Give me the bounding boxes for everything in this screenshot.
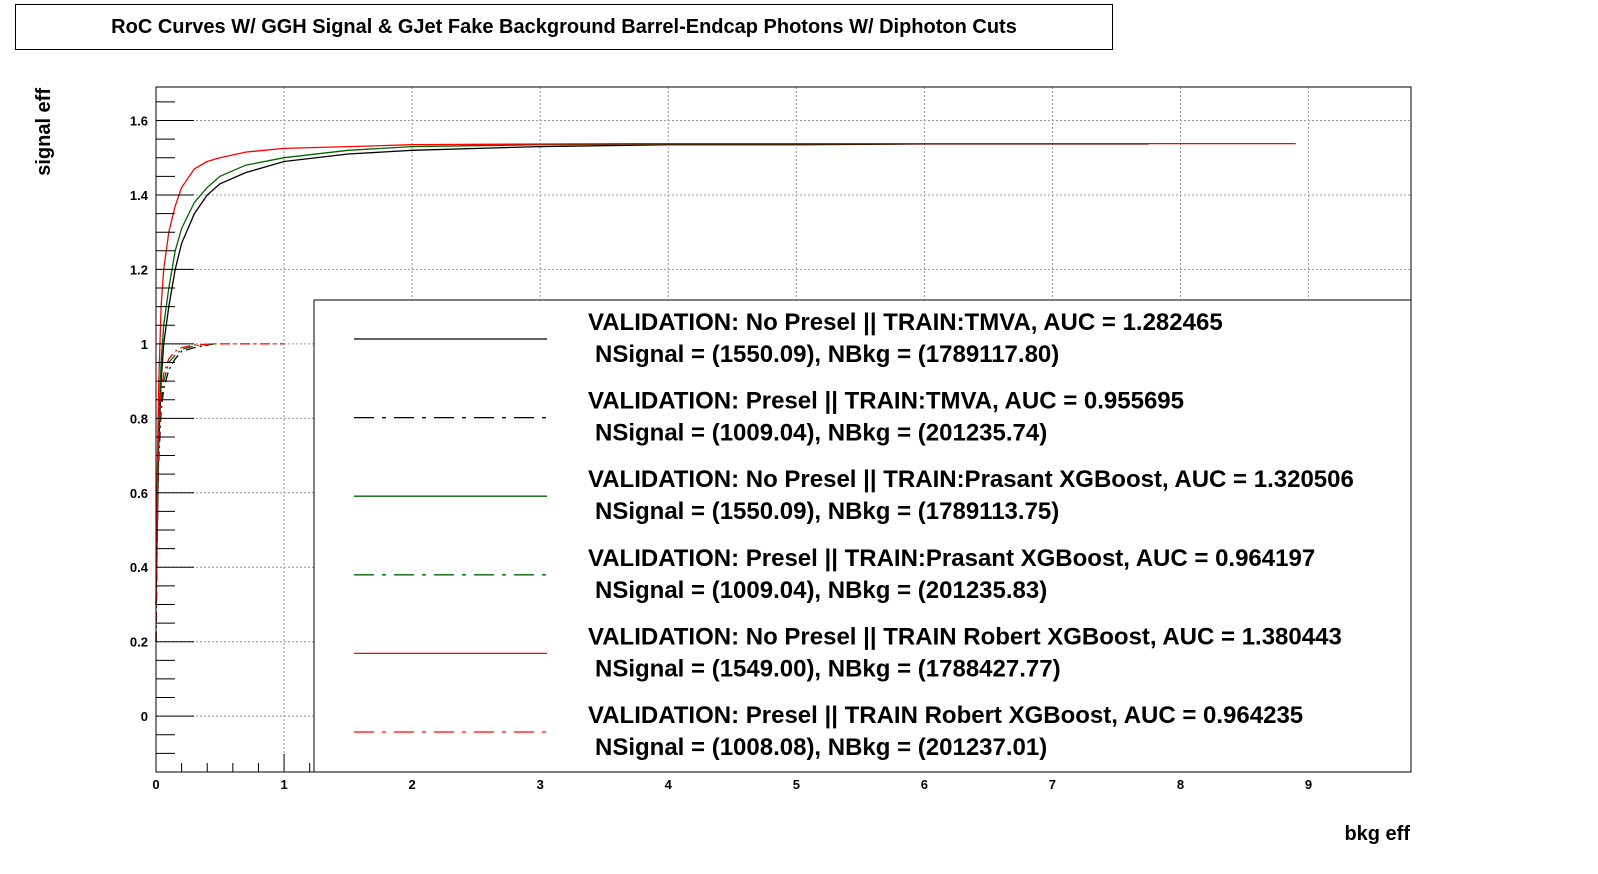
x-tick-label: 4 — [665, 777, 673, 792]
legend-entry-3: VALIDATION: No Presel || TRAIN:Prasant X… — [588, 466, 1354, 493]
y-tick-label: 0.2 — [130, 635, 148, 650]
legend-entry-4: VALIDATION: Presel || TRAIN:Prasant XGBo… — [588, 545, 1315, 572]
legend-entry-counts-1: NSignal = (1550.09), NBkg = (1789117.80) — [595, 341, 1059, 368]
y-tick-label: 1.2 — [130, 262, 148, 277]
y-tick-label: 0.6 — [130, 486, 148, 501]
series-line-6 — [155, 343, 285, 642]
legend-entry-counts-3: NSignal = (1550.09), NBkg = (1789113.75) — [595, 498, 1059, 525]
legend-entry-counts-4: NSignal = (1009.04), NBkg = (201235.83) — [595, 577, 1047, 604]
legend-entry-6: VALIDATION: Presel || TRAIN Robert XGBoo… — [588, 702, 1303, 729]
x-tick-label: 6 — [921, 777, 928, 792]
y-tick-label: 0.8 — [130, 411, 148, 426]
legend-box — [313, 299, 1412, 773]
x-tick-label: 7 — [1049, 777, 1056, 792]
y-tick-label: 1.4 — [130, 188, 149, 203]
x-axis-label: bkg eff — [1344, 823, 1410, 845]
series-line-5 — [155, 142, 1296, 605]
x-tick-label: 0 — [152, 777, 159, 792]
legend-entry-counts-5: NSignal = (1549.00), NBkg = (1788427.77) — [595, 655, 1061, 682]
axis-layer: 0 1 2 3 4 5 6 7 8 9 0 0.2 0.4 0.6 0.8 1 1.2 1.4 1.6 — [130, 86, 1412, 792]
y-axis-label: signal eff — [33, 88, 55, 176]
curve-layer — [155, 142, 1296, 642]
chart-title: RoC Curves W/ GGH Signal & GJet Fake Bac… — [15, 4, 1113, 50]
x-tick-label: 3 — [537, 777, 544, 792]
legend-entry-1: VALIDATION: No Presel || TRAIN:TMVA, AUC… — [588, 309, 1223, 336]
y-tick-label: 0.4 — [130, 560, 149, 575]
x-tick-label: 5 — [793, 777, 800, 792]
x-tick-label: 1 — [280, 777, 287, 792]
x-tick-label: 8 — [1177, 777, 1184, 792]
y-tick-label: 0 — [141, 709, 148, 724]
series-line-1 — [155, 143, 1149, 605]
legend: VALIDATION: No Presel || TRAIN:TMVA, AUC… — [313, 299, 1412, 773]
legend-entry-counts-2: NSignal = (1009.04), NBkg = (201235.74) — [595, 420, 1047, 447]
legend-entry-5: VALIDATION: No Presel || TRAIN Robert XG… — [588, 623, 1342, 650]
y-tick-label: 1 — [141, 337, 148, 352]
legend-entry-counts-6: NSignal = (1008.08), NBkg = (201237.01) — [595, 734, 1047, 761]
legend-entry-2: VALIDATION: Presel || TRAIN:TMVA, AUC = … — [588, 388, 1184, 415]
x-tick-label: 2 — [409, 777, 416, 792]
x-tick-label: 9 — [1305, 777, 1312, 792]
y-tick-label: 1.6 — [130, 114, 148, 129]
